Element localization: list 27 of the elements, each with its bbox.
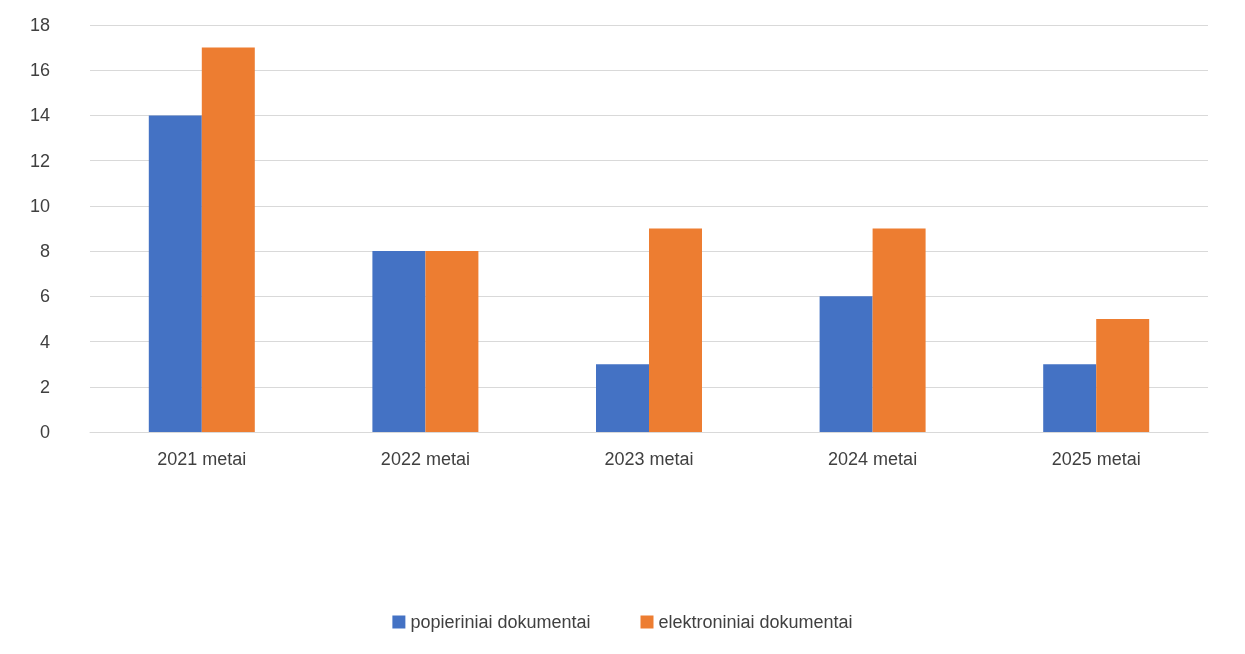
bar <box>819 296 873 432</box>
y-tick-label: 14 <box>29 105 50 126</box>
y-tick-label: 6 <box>39 286 50 307</box>
y-tick-label: 0 <box>39 422 50 442</box>
legend-label: popieriniai dokumentai <box>410 612 591 632</box>
x-tick-label: 2021 metai <box>157 449 247 469</box>
y-tick-label: 8 <box>39 241 50 262</box>
legend-label: elektroniniai dokumentai <box>658 612 853 632</box>
y-tick-label: 12 <box>29 150 50 171</box>
y-tick-label: 4 <box>39 331 50 352</box>
x-tick-label: 2024 metai <box>828 449 918 469</box>
bar <box>596 364 649 432</box>
y-tick-label: 10 <box>29 195 50 216</box>
bar <box>148 115 202 432</box>
x-tick-label: 2025 metai <box>1051 449 1141 469</box>
bar <box>872 228 926 432</box>
bar <box>1043 364 1097 432</box>
bar <box>1096 318 1150 432</box>
y-tick-label: 2 <box>39 376 50 397</box>
x-tick-label: 2023 metai <box>604 449 694 469</box>
bar <box>372 251 426 432</box>
y-tick-label: 16 <box>29 60 50 81</box>
y-tick-label: 18 <box>29 15 50 35</box>
bar <box>201 47 255 432</box>
x-tick-label: 2022 metai <box>380 449 470 469</box>
bar <box>649 228 702 432</box>
bar <box>425 251 479 432</box>
